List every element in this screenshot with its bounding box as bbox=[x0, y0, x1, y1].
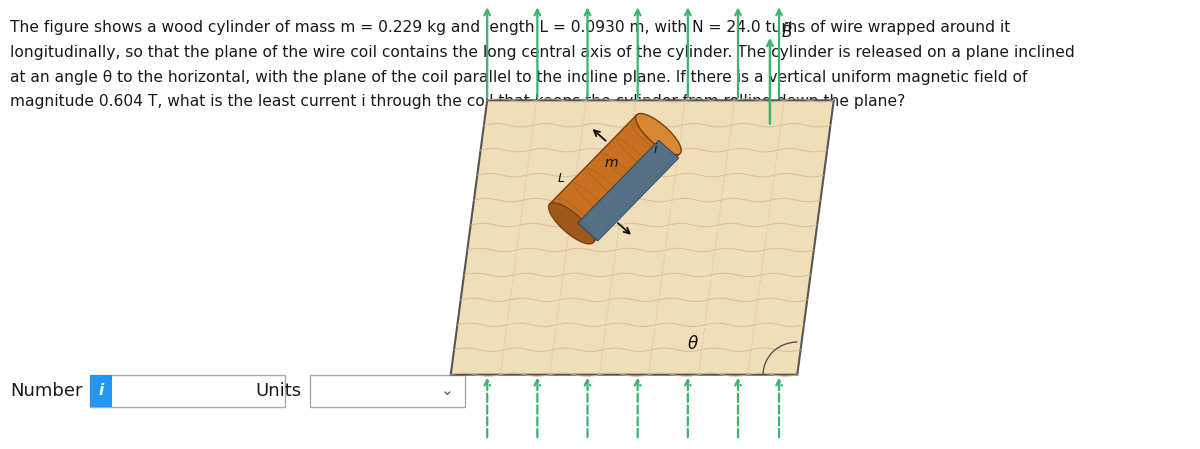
Ellipse shape bbox=[636, 114, 682, 155]
Text: L: L bbox=[558, 172, 565, 185]
Text: longitudinally, so that the plane of the wire coil contains the long central axi: longitudinally, so that the plane of the… bbox=[10, 45, 1074, 60]
Bar bbox=[310, 374, 466, 407]
Bar bbox=[550, 115, 680, 242]
Ellipse shape bbox=[548, 202, 594, 244]
Text: magnitude 0.604 T, what is the least current i through the coil that keeps the c: magnitude 0.604 T, what is the least cur… bbox=[10, 94, 905, 109]
Text: θ: θ bbox=[688, 335, 697, 353]
Text: ⌄: ⌄ bbox=[440, 383, 454, 398]
Bar bbox=[577, 140, 679, 241]
Text: Units: Units bbox=[256, 382, 301, 400]
Bar bbox=[90, 374, 112, 407]
Text: m: m bbox=[605, 156, 618, 171]
Text: $\vec{B}$: $\vec{B}$ bbox=[781, 20, 793, 41]
Bar bbox=[90, 374, 286, 407]
Text: i: i bbox=[654, 143, 658, 156]
Text: The figure shows a wood cylinder of mass m = 0.229 kg and length L = 0.0930 m, w: The figure shows a wood cylinder of mass… bbox=[10, 20, 1010, 35]
Text: Number: Number bbox=[10, 382, 83, 400]
Polygon shape bbox=[451, 100, 834, 374]
Text: i: i bbox=[98, 383, 103, 398]
Text: at an angle θ to the horizontal, with the plane of the coil parallel to the incl: at an angle θ to the horizontal, with th… bbox=[10, 70, 1027, 84]
